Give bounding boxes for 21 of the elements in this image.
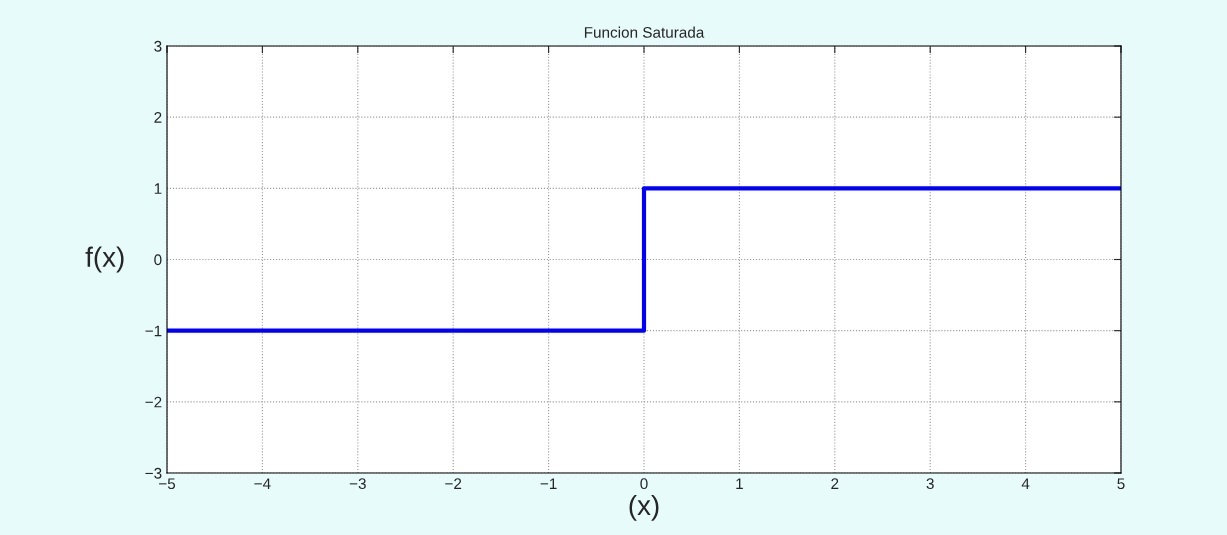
y-axis-title: f(x) — [85, 246, 124, 273]
y-tick-label: 1 — [154, 183, 162, 194]
x-tick-label: 2 — [831, 478, 839, 489]
y-tick-label: −1 — [145, 325, 162, 337]
x-tick-label: 4 — [1021, 478, 1030, 489]
x-tick-label: −5 — [159, 478, 176, 490]
x-tick-label: −3 — [349, 478, 366, 490]
x-tick-label: 1 — [736, 478, 743, 489]
x-axis-title: (x) — [629, 494, 659, 521]
chart-title: Funcion Saturada — [584, 26, 705, 38]
x-tick-label: −4 — [254, 478, 271, 489]
x-tick-label: 5 — [1117, 478, 1125, 490]
x-tick-label: −1 — [540, 478, 557, 489]
x-tick-label: 3 — [926, 478, 934, 490]
y-tick-label: −3 — [145, 467, 162, 479]
y-tick-label: 0 — [154, 254, 162, 266]
y-tick-label: 2 — [154, 112, 162, 123]
x-tick-label: 0 — [640, 478, 648, 490]
x-tick-label: −2 — [445, 478, 462, 489]
y-tick-label: 3 — [154, 40, 162, 52]
y-tick-label: −2 — [145, 396, 162, 408]
